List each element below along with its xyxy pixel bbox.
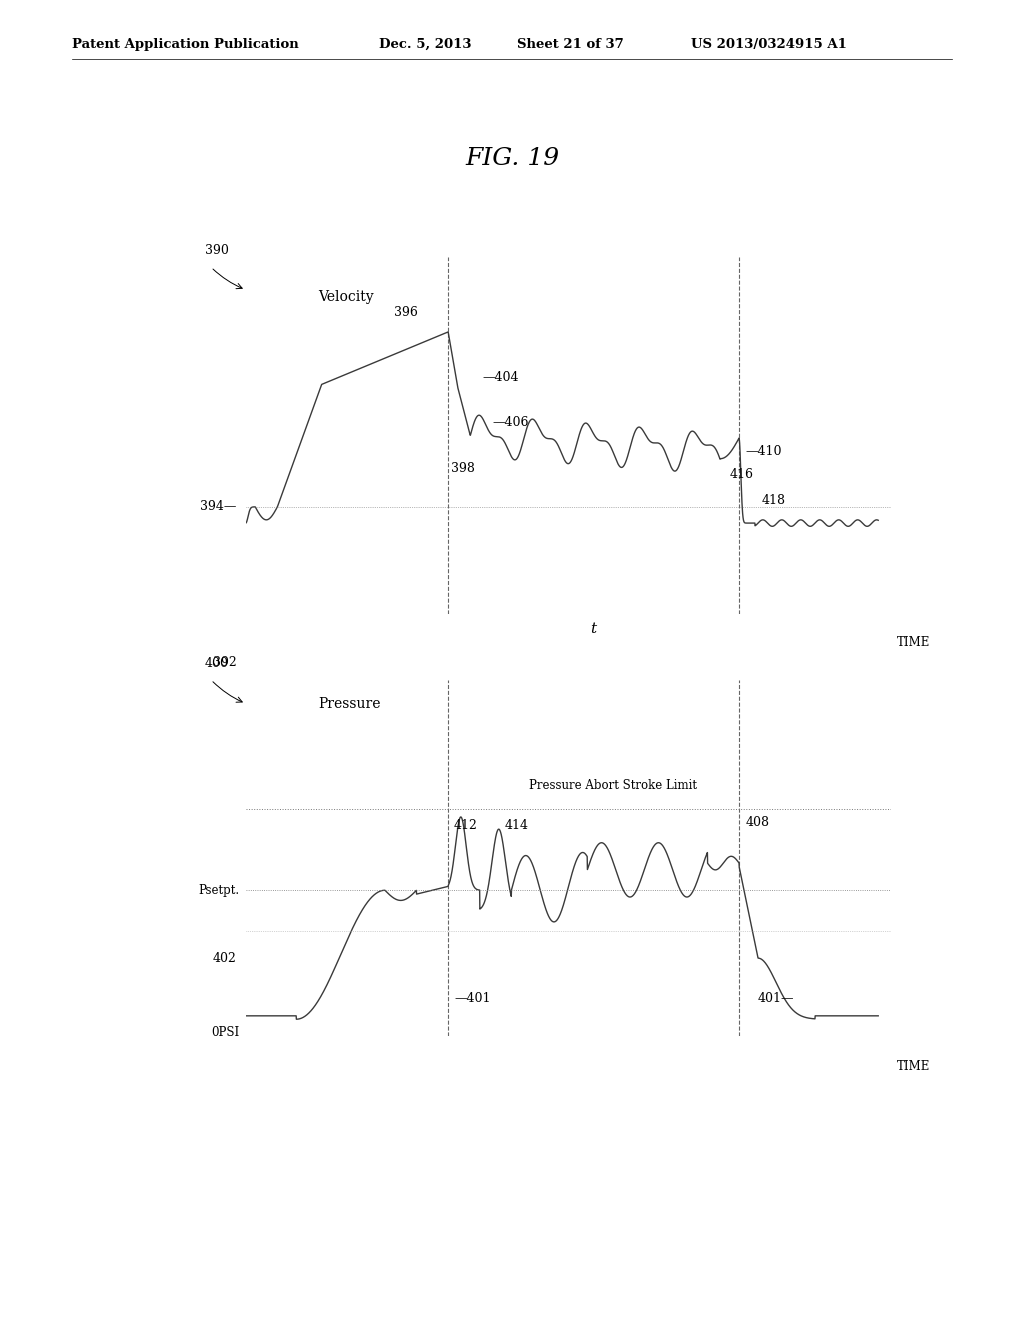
Text: t: t xyxy=(591,623,597,636)
Text: Psetpt.: Psetpt. xyxy=(199,884,240,896)
Text: —406: —406 xyxy=(493,416,529,429)
Text: 390: 390 xyxy=(205,244,228,257)
Text: US 2013/0324915 A1: US 2013/0324915 A1 xyxy=(691,37,847,50)
Text: Dec. 5, 2013: Dec. 5, 2013 xyxy=(379,37,471,50)
Text: 416: 416 xyxy=(729,469,754,480)
Text: —410: —410 xyxy=(745,445,782,458)
Text: 392: 392 xyxy=(213,656,237,669)
Text: —404: —404 xyxy=(483,371,519,384)
Text: Pressure Abort Stroke Limit: Pressure Abort Stroke Limit xyxy=(528,779,696,792)
Text: Patent Application Publication: Patent Application Publication xyxy=(72,37,298,50)
Text: 414: 414 xyxy=(505,820,529,832)
Text: Velocity: Velocity xyxy=(318,290,374,304)
Text: 396: 396 xyxy=(394,306,418,319)
Text: 408: 408 xyxy=(745,816,769,829)
Text: 418: 418 xyxy=(761,494,785,507)
Text: 402: 402 xyxy=(212,952,237,965)
Text: 398: 398 xyxy=(452,462,475,474)
Text: 394—: 394— xyxy=(200,500,237,513)
Text: —401: —401 xyxy=(455,993,490,1006)
Text: 400: 400 xyxy=(205,656,228,669)
Text: 0PSI: 0PSI xyxy=(211,1027,240,1039)
Text: FIG. 19: FIG. 19 xyxy=(465,147,559,170)
Text: Sheet 21 of 37: Sheet 21 of 37 xyxy=(517,37,624,50)
Text: 401—: 401— xyxy=(758,993,795,1006)
Text: TIME: TIME xyxy=(897,636,931,649)
Text: 412: 412 xyxy=(454,820,477,832)
Text: TIME: TIME xyxy=(897,1060,931,1073)
Text: Pressure: Pressure xyxy=(318,697,381,710)
